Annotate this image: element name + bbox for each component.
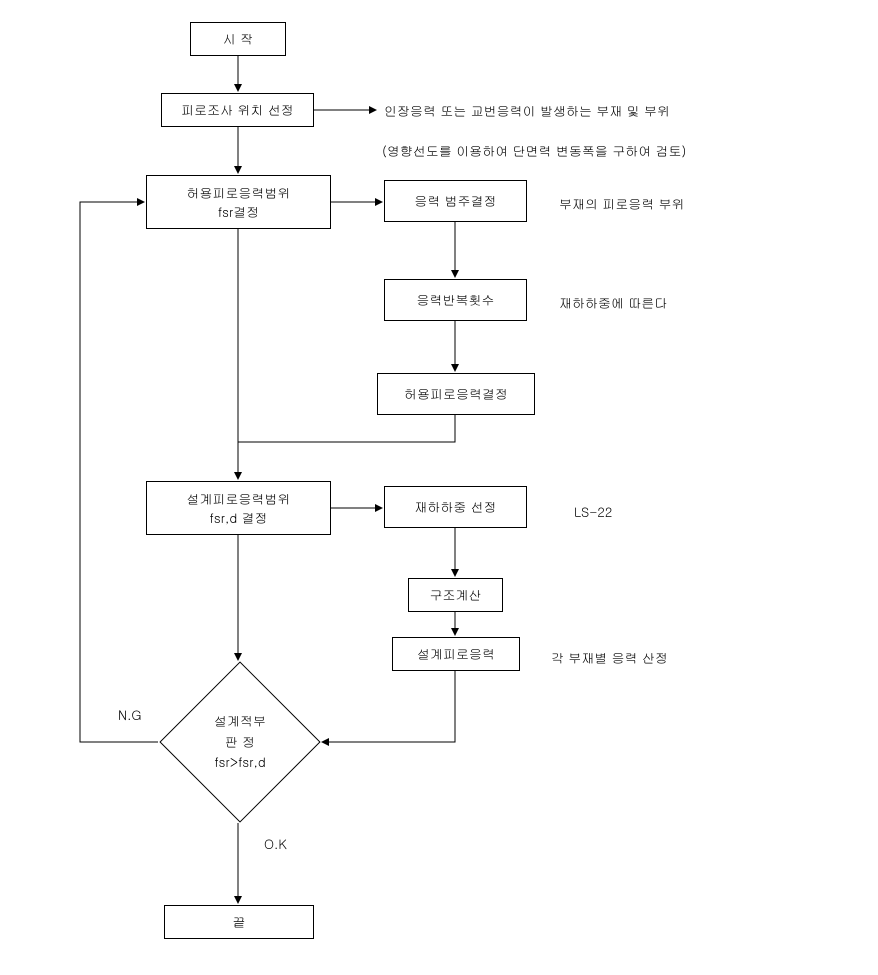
stress-repeat-label: 응력반복횟수 <box>417 290 495 310</box>
allowable-fatigue-node: 허용피로응력결정 <box>377 373 535 415</box>
annotation-3: 부재의 피로응력 부위 <box>559 194 685 213</box>
decision-text-container: 설계적부 판 정 fsr>fsr,d <box>170 700 310 784</box>
load-selection-label: 재하하중 선정 <box>414 497 496 517</box>
structural-calc-node: 구조계산 <box>408 578 503 612</box>
design-fatigue-range-text: 설계피로응력범위 fsr,d 결정 <box>187 489 291 528</box>
ng-label: N.G <box>118 705 141 724</box>
decision-text: 설계적부 판 정 fsr>fsr,d <box>214 711 266 773</box>
end-node: 끝 <box>164 905 314 939</box>
allowable-fatigue-label: 허용피로응력결정 <box>404 384 508 404</box>
annotation-4: 재하하중에 따른다 <box>559 293 667 312</box>
design-fatigue-stress-node: 설계피로응력 <box>392 637 520 671</box>
annotation-5: LS-22 <box>574 502 612 521</box>
start-label: 시 작 <box>223 29 253 49</box>
fsr-decision-text: 허용피로응력범위 fsr결정 <box>187 183 291 222</box>
stress-repeat-node: 응력반복횟수 <box>384 279 527 321</box>
fsr-decision-node: 허용피로응력범위 fsr결정 <box>146 175 331 229</box>
load-selection-node: 재하하중 선정 <box>384 486 527 528</box>
survey-position-label: 피로조사 위치 선정 <box>181 100 294 120</box>
survey-position-node: 피로조사 위치 선정 <box>161 93 314 127</box>
annotation-1: 인장응력 또는 교번응력이 발생하는 부재 및 부위 <box>384 101 670 120</box>
ok-label: O.K <box>264 834 287 853</box>
design-fatigue-stress-label: 설계피로응력 <box>417 644 495 664</box>
design-fatigue-range-node: 설계피로응력범위 fsr,d 결정 <box>146 481 331 535</box>
annotation-2: (영향선도를 이용하여 단면력 변동폭을 구하여 검토) <box>382 141 686 160</box>
end-label: 끝 <box>233 912 246 932</box>
structural-calc-label: 구조계산 <box>430 585 482 605</box>
stress-category-label: 응력 범주결정 <box>414 191 496 211</box>
start-node: 시 작 <box>190 22 286 56</box>
annotation-6: 각 부재별 응력 산정 <box>551 648 668 667</box>
stress-category-node: 응력 범주결정 <box>384 180 527 222</box>
